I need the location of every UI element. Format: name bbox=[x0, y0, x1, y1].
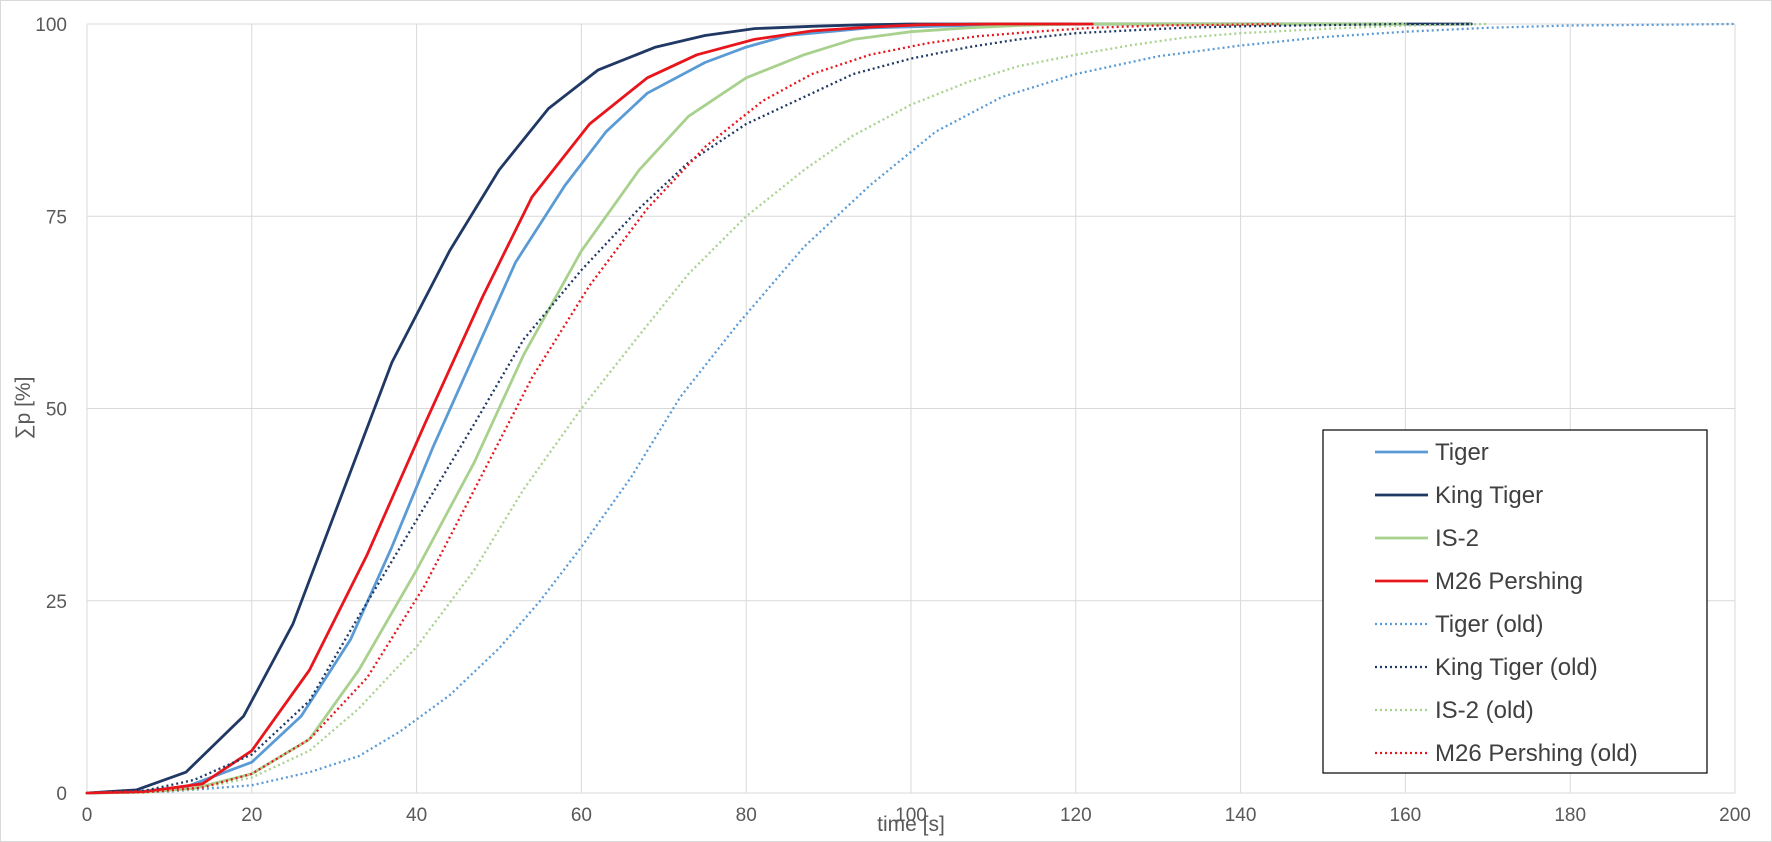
legend-label: Tiger bbox=[1435, 439, 1489, 466]
x-tick-label: 180 bbox=[1554, 805, 1586, 826]
y-tick-label: 0 bbox=[56, 784, 67, 805]
series-line bbox=[85, 22, 1325, 795]
x-axis-title: time [s] bbox=[877, 813, 945, 836]
legend-label: M26 Pershing bbox=[1435, 568, 1583, 595]
y-tick-label: 100 bbox=[35, 15, 67, 36]
series-lines bbox=[85, 22, 1736, 795]
legend: Tiger King Tiger IS-2 M26 Pershing Tiger (ol… bbox=[1322, 429, 1708, 774]
x-tick-label: 120 bbox=[1060, 805, 1092, 826]
legend-label: King Tiger bbox=[1435, 482, 1543, 509]
y-tick-label: 50 bbox=[46, 400, 67, 421]
gridlines bbox=[86, 23, 1736, 794]
legend-box bbox=[1322, 429, 1708, 774]
series-line bbox=[86, 22, 1406, 795]
y-axis-title: ∑p [%] bbox=[12, 377, 35, 440]
y-tick-label: 25 bbox=[46, 592, 67, 613]
x-tick-label: 60 bbox=[571, 805, 592, 826]
x-tick-label: 100 bbox=[895, 805, 927, 826]
legend-label: M26 Pershing (old) bbox=[1435, 740, 1638, 767]
series-line bbox=[86, 22, 1488, 795]
legend-label: IS-2 bbox=[1435, 525, 1479, 552]
legend-label: IS-2 (old) bbox=[1435, 697, 1534, 724]
series-line bbox=[86, 22, 1282, 795]
y-tick-label: 75 bbox=[46, 207, 67, 228]
x-tick-label: 200 bbox=[1719, 805, 1751, 826]
x-tick-label: 20 bbox=[241, 805, 262, 826]
legend-label: King Tiger (old) bbox=[1435, 654, 1598, 681]
x-axis-tick-labels: 0 20 40 60 80 100 120 140 160 180 200 bbox=[82, 805, 1751, 826]
y-axis-tick-labels: 0 25 50 75 100 bbox=[35, 15, 67, 805]
series-line bbox=[85, 22, 1094, 795]
x-tick-label: 0 bbox=[82, 805, 93, 826]
x-tick-label: 80 bbox=[736, 805, 757, 826]
x-tick-label: 40 bbox=[406, 805, 427, 826]
legend-label: Tiger (old) bbox=[1435, 611, 1543, 638]
x-tick-label: 160 bbox=[1390, 805, 1422, 826]
x-tick-label: 140 bbox=[1225, 805, 1257, 826]
